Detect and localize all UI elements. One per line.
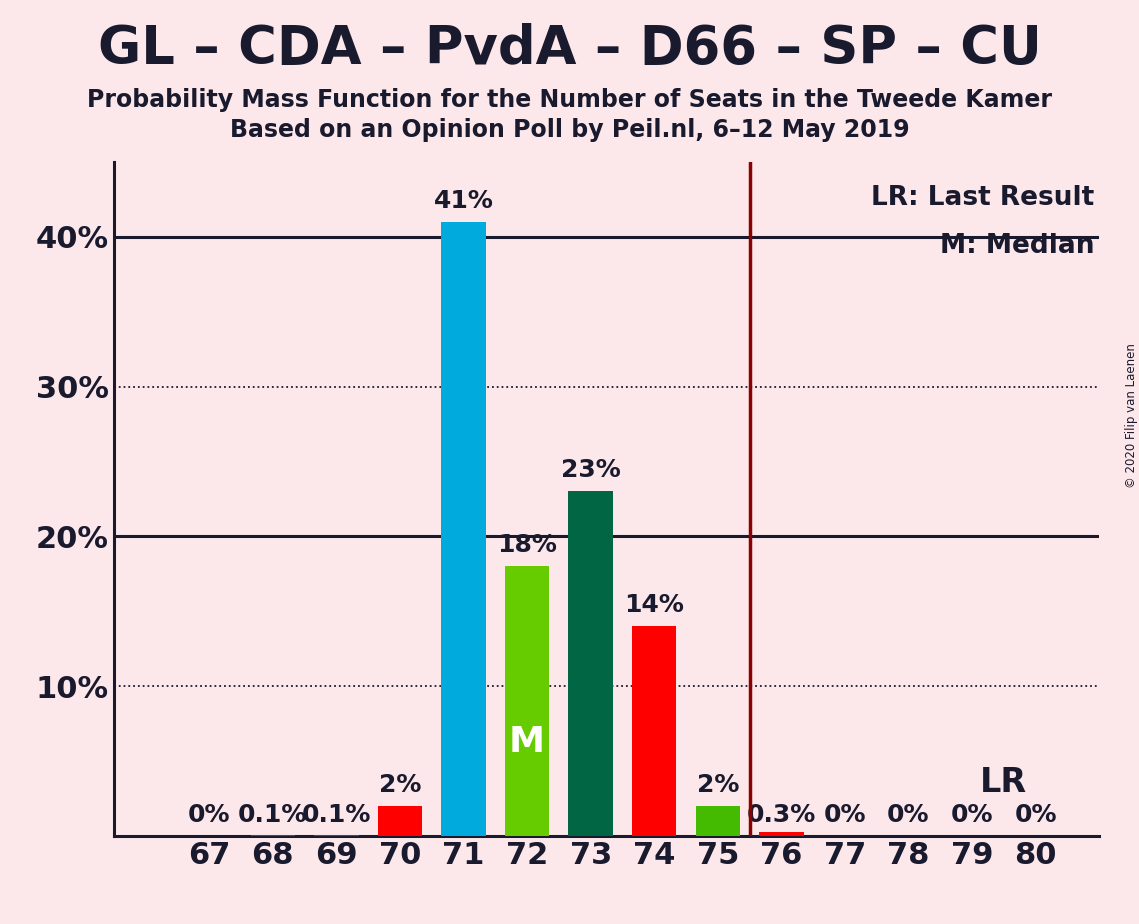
Text: 23%: 23%	[560, 458, 621, 482]
Text: 14%: 14%	[624, 593, 685, 617]
Text: 0%: 0%	[951, 803, 993, 827]
Text: 2%: 2%	[379, 773, 421, 797]
Text: 41%: 41%	[434, 188, 493, 213]
Bar	[632, 626, 677, 836]
Text: 0%: 0%	[823, 803, 866, 827]
Text: LR: LR	[981, 766, 1027, 798]
Text: M: Median: M: Median	[940, 233, 1095, 259]
Text: 0%: 0%	[188, 803, 230, 827]
Text: LR: Last Result: LR: Last Result	[871, 186, 1095, 212]
Text: 0%: 0%	[887, 803, 929, 827]
Bar	[378, 807, 423, 836]
Text: GL – CDA – PvdA – D66 – SP – CU: GL – CDA – PvdA – D66 – SP – CU	[98, 23, 1041, 75]
Text: Based on an Opinion Poll by Peil.nl, 6–12 May 2019: Based on an Opinion Poll by Peil.nl, 6–1…	[230, 118, 909, 142]
Bar	[314, 834, 359, 836]
Text: 2%: 2%	[697, 773, 739, 797]
Text: M: M	[509, 724, 546, 759]
Bar	[441, 222, 485, 836]
Text: Probability Mass Function for the Number of Seats in the Tweede Kamer: Probability Mass Function for the Number…	[87, 88, 1052, 112]
Text: © 2020 Filip van Laenen: © 2020 Filip van Laenen	[1124, 344, 1138, 488]
Bar	[568, 492, 613, 836]
Bar	[251, 834, 295, 836]
Bar	[696, 807, 740, 836]
Text: 0%: 0%	[1015, 803, 1057, 827]
Text: 18%: 18%	[497, 533, 557, 557]
Bar	[759, 832, 804, 836]
Text: 0.1%: 0.1%	[302, 803, 371, 827]
Bar	[505, 566, 549, 836]
Text: 0.1%: 0.1%	[238, 803, 308, 827]
Text: 0.3%: 0.3%	[747, 803, 816, 827]
